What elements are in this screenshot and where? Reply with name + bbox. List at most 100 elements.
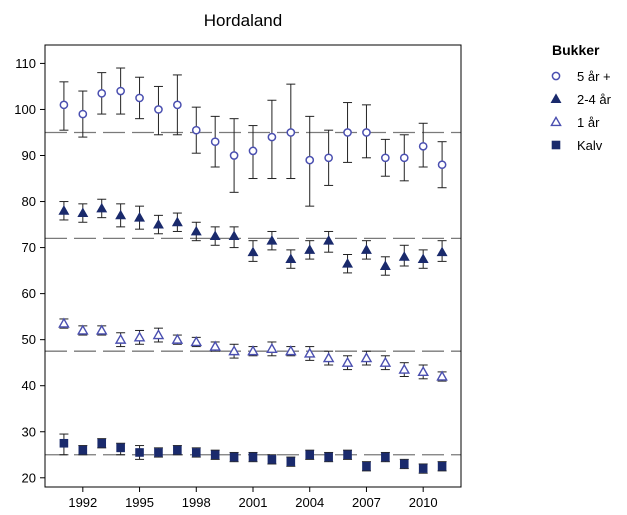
y-tick-label: 40 xyxy=(22,378,36,393)
point-2-4-r xyxy=(304,244,316,254)
point-2-4-r xyxy=(342,258,354,268)
point-2-4-r xyxy=(134,212,146,222)
y-tick-label: 90 xyxy=(22,148,36,163)
point-1-r xyxy=(266,342,278,354)
point-5-r xyxy=(248,146,258,156)
point-kalv xyxy=(267,455,277,464)
point-1-r xyxy=(77,324,89,335)
y-tick-label: 110 xyxy=(15,56,36,71)
plot-frame xyxy=(44,44,462,488)
y-tick-label: 50 xyxy=(22,332,36,347)
point-1-r xyxy=(133,331,146,342)
point-kalv xyxy=(78,445,88,455)
point-5-r xyxy=(97,88,107,98)
point-5-r xyxy=(210,137,220,147)
point-2-4-r xyxy=(247,246,259,257)
point-1-r xyxy=(58,317,70,328)
point-kalv xyxy=(154,448,163,457)
point-kalv xyxy=(116,443,125,453)
point-2-4-r xyxy=(190,225,202,236)
point-5-r xyxy=(78,109,88,119)
point-2-4-r xyxy=(417,253,429,264)
point-1-r xyxy=(247,345,259,356)
point-kalv xyxy=(59,438,69,448)
legend-marker-1-r xyxy=(550,115,562,127)
y-tick-label: 60 xyxy=(22,286,36,301)
point-kalv xyxy=(210,450,220,460)
x-tick-label: 2007 xyxy=(352,495,381,510)
point-1-r xyxy=(417,365,429,377)
point-5-r xyxy=(267,132,277,142)
point-2-4-r xyxy=(77,207,89,218)
point-2-4-r xyxy=(96,202,108,213)
point-kalv xyxy=(381,452,390,462)
point-1-r xyxy=(360,352,373,363)
point-kalv xyxy=(191,448,201,457)
y-tick-label: 20 xyxy=(22,470,36,485)
point-kalv xyxy=(362,461,371,471)
point-5-r xyxy=(305,155,315,165)
point-kalv xyxy=(324,452,333,462)
point-kalv xyxy=(305,450,315,460)
point-kalv xyxy=(437,461,447,471)
legend-title: Bukker xyxy=(552,42,600,58)
point-kalv xyxy=(343,450,352,460)
point-2-4-r xyxy=(266,235,278,245)
point-2-4-r xyxy=(152,218,164,229)
point-5-r xyxy=(116,86,125,96)
point-1-r xyxy=(114,333,127,344)
point-2-4-r xyxy=(398,251,410,261)
point-2-4-r xyxy=(436,246,448,257)
point-1-r xyxy=(398,363,411,374)
point-1-r xyxy=(285,345,297,356)
legend-label-2-4-r: 2-4 år xyxy=(577,92,612,107)
point-5-r xyxy=(229,151,239,160)
point-5-r xyxy=(191,125,201,135)
point-2-4-r xyxy=(323,235,335,245)
point-1-r xyxy=(171,333,184,344)
point-2-4-r xyxy=(115,209,127,220)
point-1-r xyxy=(341,356,354,367)
point-kalv xyxy=(286,457,296,466)
point-kalv xyxy=(399,459,409,469)
chart-title: Hordaland xyxy=(204,11,282,30)
axes: 20 30 40 50 60 70 80 90 100 110 1992 1995 1998 2001 20… xyxy=(14,56,437,510)
reference-lines xyxy=(45,131,461,456)
point-5-r xyxy=(173,100,182,110)
point-5-r xyxy=(362,128,371,137)
point-2-4-r xyxy=(209,230,221,241)
legend-marker-kalv xyxy=(551,140,561,150)
point-1-r xyxy=(322,352,335,363)
point-2-4-r xyxy=(58,205,70,215)
point-kalv xyxy=(229,452,239,462)
point-2-4-r xyxy=(285,253,297,264)
point-5-r xyxy=(437,160,447,170)
point-1-r xyxy=(436,370,448,381)
point-5-r xyxy=(59,100,69,110)
point-5-r xyxy=(324,153,333,163)
point-kalv xyxy=(97,438,107,448)
x-tick-label: 2001 xyxy=(239,495,268,510)
legend-label-1-r: 1 år xyxy=(577,115,600,130)
point-2-4-r xyxy=(379,260,391,270)
point-1-r xyxy=(95,324,108,335)
legend-label-5-r: 5 år + xyxy=(577,69,611,84)
error-bars xyxy=(59,67,447,474)
point-5-r xyxy=(399,153,409,163)
point-1-r xyxy=(209,340,221,351)
point-5-r xyxy=(381,153,390,163)
x-tick-label: 1998 xyxy=(182,495,211,510)
x-tick-label: 2010 xyxy=(409,495,438,510)
point-5-r xyxy=(154,105,163,114)
point-5-r xyxy=(418,141,428,151)
x-tick-label: 1995 xyxy=(125,495,154,510)
x-tick-label: 2004 xyxy=(295,495,324,510)
point-kalv xyxy=(135,448,144,457)
legend-label-kalv: Kalv xyxy=(577,138,603,153)
point-1-r xyxy=(228,345,240,356)
y-tick-label: 70 xyxy=(22,240,36,255)
point-1-r xyxy=(190,335,203,347)
point-2-4-r xyxy=(171,216,183,227)
point-1-r xyxy=(152,329,165,340)
